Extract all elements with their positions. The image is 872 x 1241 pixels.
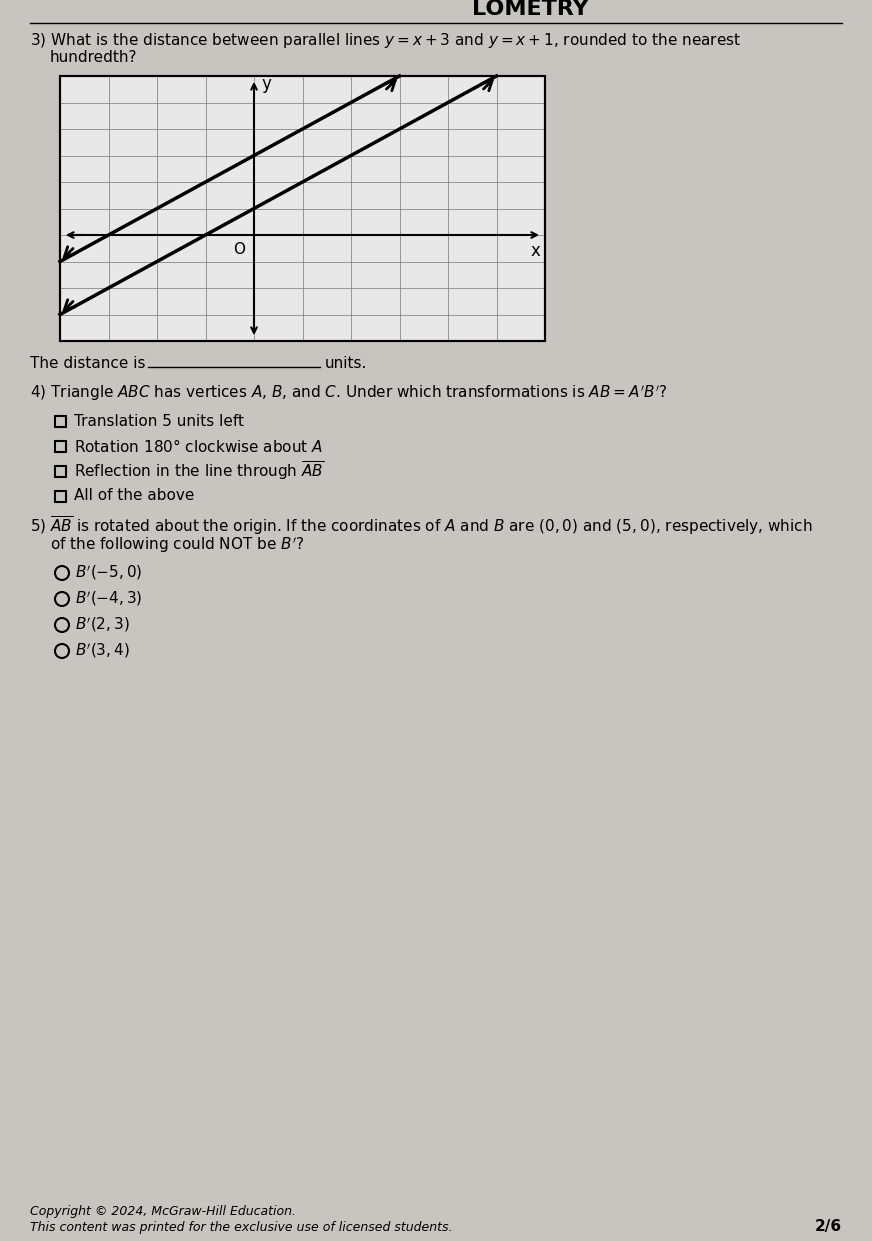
Text: x: x: [530, 242, 540, 261]
Bar: [55, 441, 66, 452]
Bar: [55, 490, 66, 501]
Text: $B'(-4, 3)$: $B'(-4, 3)$: [75, 589, 142, 608]
Text: $B'(2, 3)$: $B'(2, 3)$: [75, 616, 130, 634]
Text: $B'(-5, 0)$: $B'(-5, 0)$: [75, 563, 142, 582]
Text: y: y: [261, 74, 271, 93]
Text: Reflection in the line through $\overline{AB}$: Reflection in the line through $\overlin…: [74, 459, 324, 483]
Text: This content was printed for the exclusive use of licensed students.: This content was printed for the exclusi…: [30, 1220, 453, 1234]
Text: 3) What is the distance between parallel lines $y = x + 3$ and $y = x + 1$, roun: 3) What is the distance between parallel…: [30, 31, 741, 51]
Bar: [55, 465, 66, 477]
Text: O: O: [233, 242, 245, 257]
Text: units.: units.: [325, 355, 367, 371]
Text: 5) $\overline{AB}$ is rotated about the origin. If the coordinates of $A$ and $B: 5) $\overline{AB}$ is rotated about the …: [30, 515, 813, 537]
Text: $B'(3, 4)$: $B'(3, 4)$: [75, 642, 130, 660]
Text: All of the above: All of the above: [74, 489, 194, 504]
Bar: [60, 76, 545, 341]
Text: 2/6: 2/6: [814, 1220, 842, 1235]
Text: of the following could NOT be $B'$?: of the following could NOT be $B'$?: [50, 535, 304, 555]
Bar: [60, 76, 545, 341]
Bar: [55, 416, 66, 427]
Text: Rotation 180° clockwise about $A$: Rotation 180° clockwise about $A$: [74, 438, 324, 454]
Text: LOMETRY: LOMETRY: [472, 0, 589, 19]
Text: hundredth?: hundredth?: [50, 51, 138, 66]
Text: Copyright © 2024, McGraw-Hill Education.: Copyright © 2024, McGraw-Hill Education.: [30, 1205, 296, 1217]
Text: Translation 5 units left: Translation 5 units left: [74, 413, 244, 428]
Text: 4) Triangle $ABC$ has vertices $A$, $B$, and $C$. Under which transformations is: 4) Triangle $ABC$ has vertices $A$, $B$,…: [30, 383, 668, 403]
Text: The distance is: The distance is: [30, 355, 146, 371]
